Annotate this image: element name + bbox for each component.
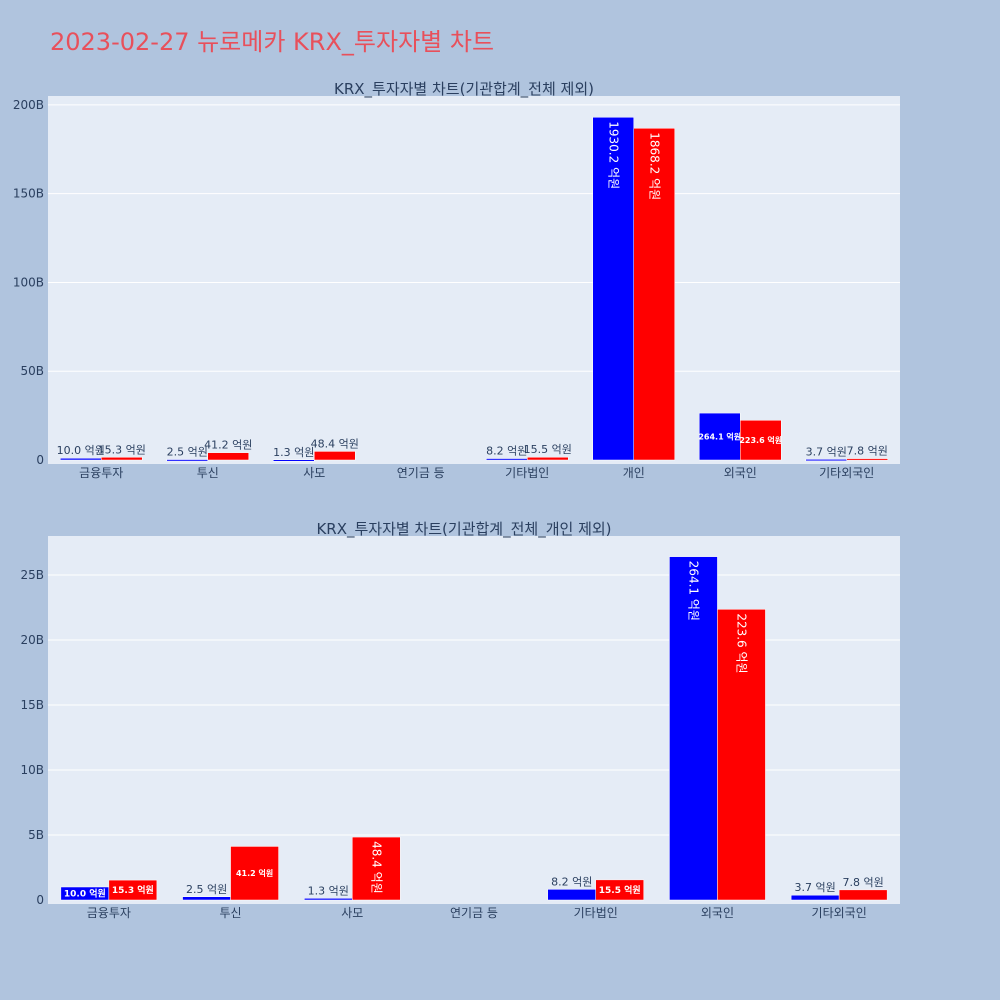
x-tick-label: 기타법인 (505, 466, 549, 480)
x-tick-label: 사모 (303, 466, 325, 480)
bar-label: 8.2 억원 (486, 445, 527, 458)
x-tick-label: 연기금 등 (450, 906, 498, 920)
x-tick-label: 금융투자 (79, 466, 123, 480)
y-tick-label: 0 (36, 453, 44, 467)
x-tick-label: 개인 (623, 466, 645, 480)
y-tick-label: 200B (13, 98, 44, 112)
y-tick-label: 10B (20, 763, 44, 777)
bar (314, 451, 356, 461)
chart-title: KRX_투자자별 차트(기관합계_전체 제외) (334, 80, 594, 99)
x-tick-label: 기타외국인 (812, 906, 867, 920)
x-tick-label: 외국인 (724, 466, 757, 480)
bar (846, 458, 888, 461)
x-tick-label: 연기금 등 (397, 466, 445, 480)
bar-label: 15.5 억원 (524, 443, 572, 456)
bar-label: 7.8 억원 (847, 445, 888, 458)
y-tick-label: 15B (20, 698, 44, 712)
x-tick-label: 금융투자 (87, 906, 131, 920)
plot-area (48, 536, 900, 904)
bar-label: 3.7 억원 (795, 881, 836, 894)
x-tick-label: 투신 (220, 906, 242, 920)
x-tick-label: 투신 (197, 466, 219, 480)
y-tick-label: 50B (20, 364, 44, 378)
bar-label: 41.2 억원 (236, 868, 273, 878)
bar (592, 117, 634, 461)
y-tick-label: 20B (20, 633, 44, 647)
bar (304, 898, 353, 901)
bar-label: 223.6 억원 (734, 613, 748, 673)
bar (166, 459, 208, 462)
bar-label: 48.4 억원 (369, 841, 383, 894)
bar-label: 10.0 억원 (57, 444, 105, 457)
bar-label: 41.2 억원 (204, 439, 252, 452)
bar-label: 1868.2 억원 (647, 132, 661, 200)
x-tick-label: 외국인 (701, 906, 734, 920)
bar (101, 457, 143, 461)
y-tick-label: 0 (36, 893, 44, 907)
x-tick-label: 기타외국인 (819, 466, 874, 480)
bar (699, 412, 741, 461)
plot-area (48, 96, 900, 464)
bar-label: 1.3 억원 (273, 446, 314, 459)
bar (207, 452, 249, 461)
bar-label: 7.8 억원 (843, 876, 884, 889)
y-tick-label: 25B (20, 568, 44, 582)
bar (595, 879, 644, 901)
bar (669, 556, 718, 901)
bar (633, 128, 675, 461)
chart-title: KRX_투자자별 차트(기관합계_전체_개인 제외) (316, 520, 611, 539)
bar (60, 457, 102, 461)
bar-label: 15.5 억원 (599, 884, 641, 896)
bar (230, 846, 279, 901)
chart-1: 0 50B 100B 150B 200B KRX_투자자별 차트(기관합계_전체 제외) 금… (13, 80, 900, 480)
bar-label: 15.3 억원 (112, 884, 154, 896)
bar-label: 2.5 억원 (186, 883, 227, 896)
bar-label: 2.5 억원 (167, 446, 208, 459)
y-tick-label: 5B (28, 828, 44, 842)
bar (273, 459, 315, 462)
bar (547, 889, 596, 901)
bar (790, 894, 840, 901)
bar (486, 458, 528, 461)
bar-label: 1.3 억원 (308, 884, 349, 897)
chart-2: 0 5B 10B 15B 20B 25B KRX_투자자별 차트(기관합계_전체_개인 제외… (20, 520, 900, 920)
bar-label: 264.1 억원 (686, 561, 700, 621)
x-tick-label: 기타법인 (574, 906, 618, 920)
bar-label: 1930.2 억원 (606, 121, 620, 189)
bar (740, 420, 782, 461)
bar-label: 48.4 억원 (311, 437, 359, 450)
bar-label: 264.1 억원 (698, 432, 741, 442)
bar (108, 879, 158, 901)
bar (717, 609, 766, 901)
bar (805, 459, 847, 462)
bar (182, 896, 231, 901)
bar (838, 889, 888, 901)
x-tick-label: 사모 (341, 906, 363, 920)
bar-label: 223.6 억원 (739, 435, 782, 445)
bar-label: 8.2 억원 (551, 875, 592, 888)
bar (352, 836, 401, 901)
main-title: 2023-02-27 뉴로메카 KRX_투자자별 차트 (50, 28, 495, 56)
bar (527, 456, 569, 461)
bar-label: 10.0 억원 (64, 888, 106, 900)
y-tick-label: 100B (13, 275, 44, 289)
y-tick-label: 150B (13, 187, 44, 201)
bar-label: 15.3 억원 (98, 443, 146, 456)
bar-label: 3.7 억원 (806, 445, 847, 458)
